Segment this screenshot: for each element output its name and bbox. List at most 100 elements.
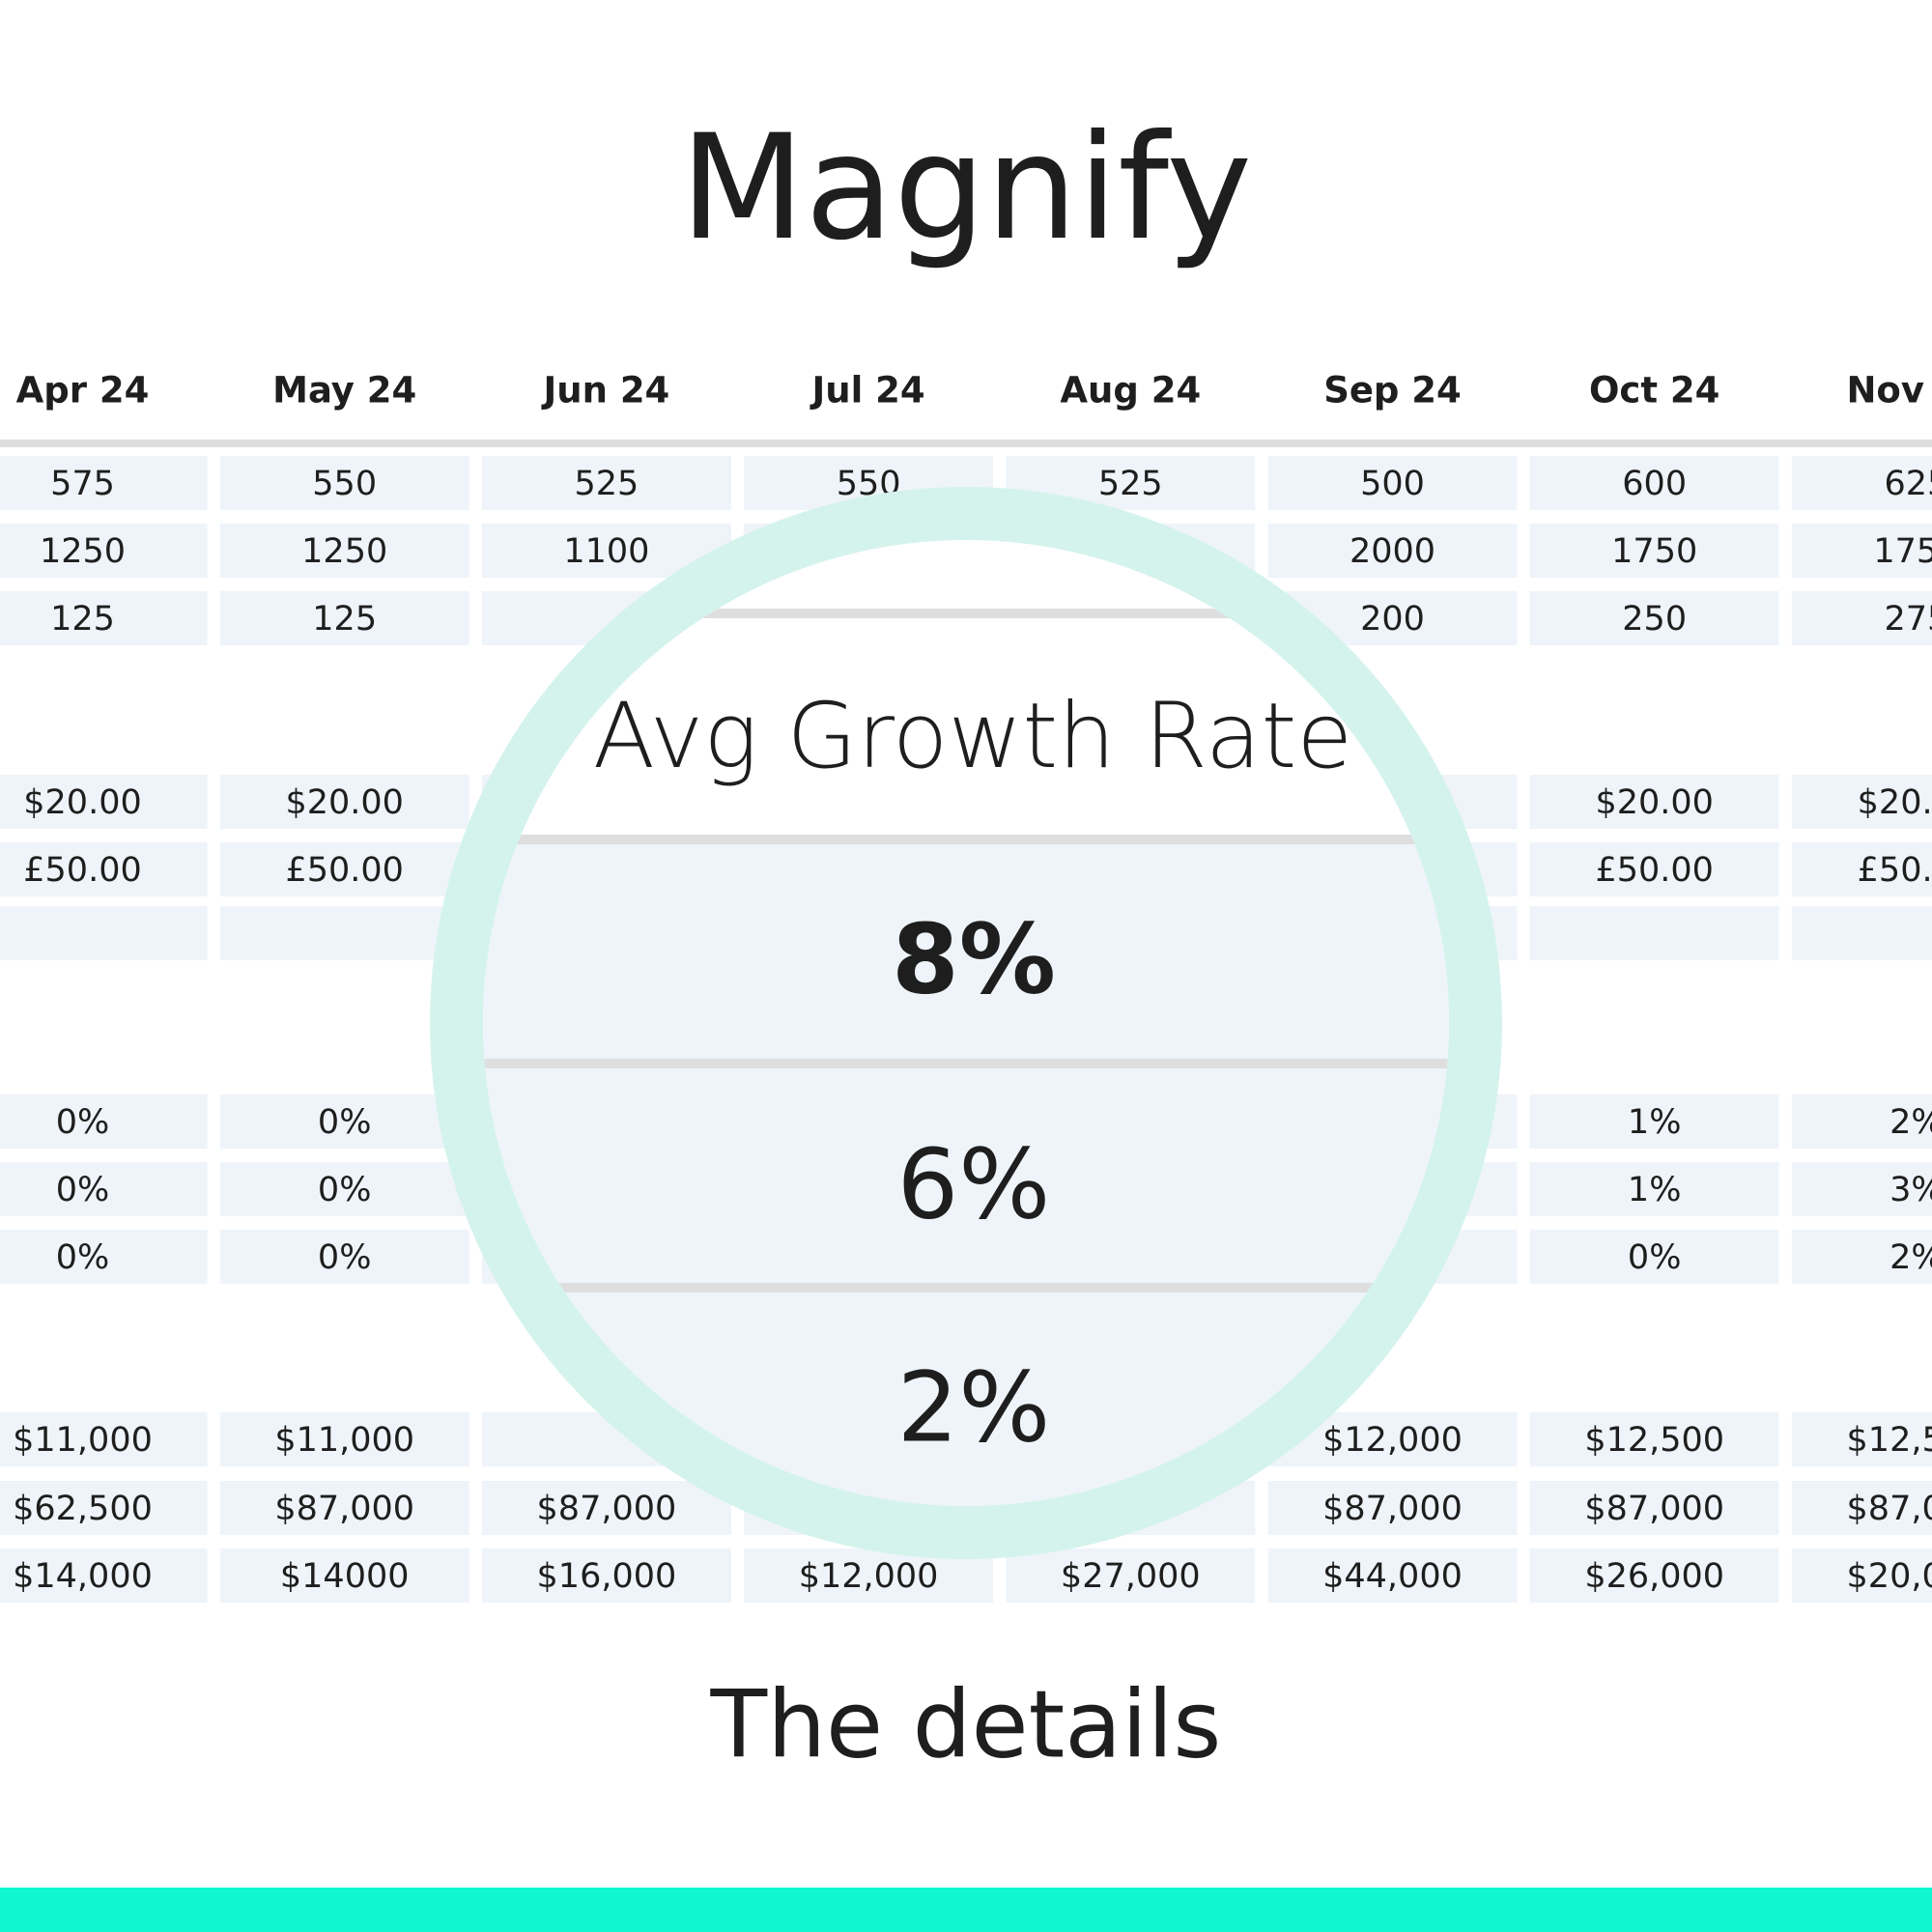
cell-text: $87,000 [537,1490,677,1528]
cell [1529,1481,1779,1535]
cell-text: 2% [1889,1103,1932,1142]
cell-text: 600 [1622,465,1687,503]
cell [219,1548,469,1603]
cell [481,456,731,510]
cell [481,1481,731,1535]
cell [219,1412,469,1466]
cell [1529,456,1779,510]
cell [0,1412,208,1466]
cell-text: 0% [318,1238,372,1277]
cell [1529,1094,1779,1149]
cell [1791,524,1932,578]
lens-rule [483,609,1449,618]
cell-text: 1% [1628,1103,1682,1142]
lens-panel [483,844,1449,1059]
cell-text: 550 [312,465,377,503]
cell [1791,1481,1932,1535]
cell [1529,591,1779,645]
cell [1529,842,1779,896]
cell-text: $27,000 [1061,1557,1201,1596]
cell [1791,1412,1932,1466]
cell-text: 0% [56,1171,110,1209]
cell-text: 1% [1628,1171,1682,1209]
cell [1529,1548,1779,1603]
cell [219,1481,469,1535]
cell [1529,524,1779,578]
cell-text: $11,000 [13,1421,153,1460]
cell [0,906,208,960]
cell-text: 125 [50,600,115,639]
cell [219,524,469,578]
cell [1006,1548,1256,1603]
header-rule [0,440,1932,447]
cell-text: $12,500 [1584,1421,1724,1460]
cell [0,775,208,829]
cell-text: 500 [1360,465,1425,503]
cell [1529,1412,1779,1466]
growth-rate: 8% [892,902,1056,1015]
growth-rate: 6% [897,1127,1051,1240]
cell [1791,906,1932,960]
cell [1791,775,1932,829]
cell-text: $62,500 [13,1490,153,1528]
cell-text: $16,000 [537,1557,677,1596]
cell-text: 1750 [1873,532,1932,571]
column-header: Sep 24 [1323,370,1462,412]
cell-text: 1250 [301,532,387,571]
cell-text: $87,000 [1847,1490,1932,1528]
cell-text: $12,000 [799,1557,939,1596]
cell [0,842,208,896]
column-header: May 24 [272,370,416,412]
column-header: Oct 24 [1589,370,1719,412]
cell-text: $87,000 [1322,1490,1463,1528]
magnifier: Avg Growth Rate 8% 6% 2% [430,487,1502,1559]
cell-text: 200 [1360,600,1425,639]
cell [0,524,208,578]
cell-text: 2% [1889,1238,1932,1277]
cell [1791,1094,1932,1149]
cell [0,1162,208,1216]
cell-text: $12,500 [1847,1421,1932,1460]
column-header: Nov 24 [1846,370,1932,412]
cell [1791,1230,1932,1284]
cell [1791,842,1932,896]
cell-text: $20.00 [1595,783,1713,822]
cell [219,591,469,645]
cell-text: 3% [1889,1171,1932,1209]
cell [0,1230,208,1284]
cell [0,1481,208,1535]
cell-text: $14,000 [13,1557,153,1596]
cell [219,456,469,510]
cell [219,1230,469,1284]
cell [0,1094,208,1149]
lens-title: Avg Growth Rate [593,684,1352,789]
lens-ring [430,487,1502,1559]
cell [1529,775,1779,829]
lens-rule [483,835,1449,844]
cell-text: £50.00 [1858,851,1932,890]
cell [1267,524,1518,578]
cell-text: $20.00 [23,783,141,822]
cell [219,842,469,896]
title: Magnify [680,104,1252,272]
cell [1791,1162,1932,1216]
cell-text: 1250 [40,532,126,571]
cell [1529,1230,1779,1284]
cell [1529,906,1779,960]
cell-text: 2000 [1350,532,1435,571]
cell [1791,456,1932,510]
cell [219,1094,469,1149]
cell [0,591,208,645]
growth-rate: 2% [897,1350,1051,1463]
footer-heading: The details [710,1670,1222,1778]
cell-text: $44,000 [1322,1557,1463,1596]
cell-text: 525 [1098,465,1163,503]
cell-text: $87,000 [274,1490,414,1528]
cell [481,1548,731,1603]
cell-text: 0% [56,1103,110,1142]
lens-panel [483,1068,1449,1283]
cell [219,775,469,829]
cell [0,1548,208,1603]
footer-bar [0,1888,1932,1932]
column-header: Apr 24 [16,370,150,412]
